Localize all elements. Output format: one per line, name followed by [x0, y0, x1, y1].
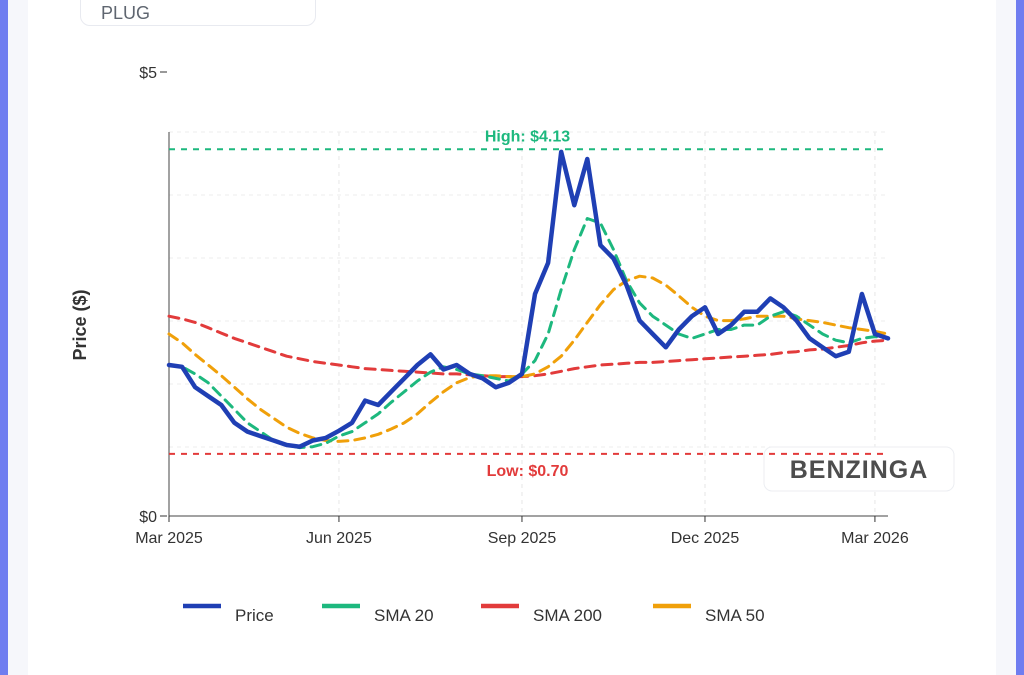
x-tick-label: Dec 2025: [671, 530, 740, 547]
series-line-price: [166, 149, 891, 449]
y-tick-label: $5: [139, 65, 157, 82]
legend-label-sma200: SMA 200: [533, 606, 602, 625]
high-reference-label: High: $4.13: [485, 128, 570, 145]
legend-label-sma20: SMA 20: [374, 606, 434, 625]
y-tick-label: $0: [139, 509, 157, 526]
y-axis-label: Price ($): [70, 289, 90, 360]
series-line-sma20: [167, 217, 890, 450]
series-line-sma50: [167, 274, 890, 443]
chart-card: PLUG: [28, 0, 996, 675]
x-tick-label: Mar 2026: [841, 530, 909, 547]
ticker-symbol: PLUG: [101, 3, 151, 23]
watermark-text: BENZINGA: [790, 456, 929, 484]
ticker-chip[interactable]: PLUG: [80, 0, 316, 26]
low-reference-label: Low: $0.70: [487, 463, 569, 480]
x-tick-label: Sep 2025: [488, 530, 557, 547]
legend-label-sma50: SMA 50: [705, 606, 765, 625]
benzinga-watermark: BENZINGA: [763, 446, 955, 492]
card-frame: PLUG: [8, 0, 1016, 675]
legend-label-price: Price: [235, 606, 274, 625]
x-tick-label: Mar 2025: [135, 530, 203, 547]
x-tick-label: Jun 2025: [306, 530, 372, 547]
